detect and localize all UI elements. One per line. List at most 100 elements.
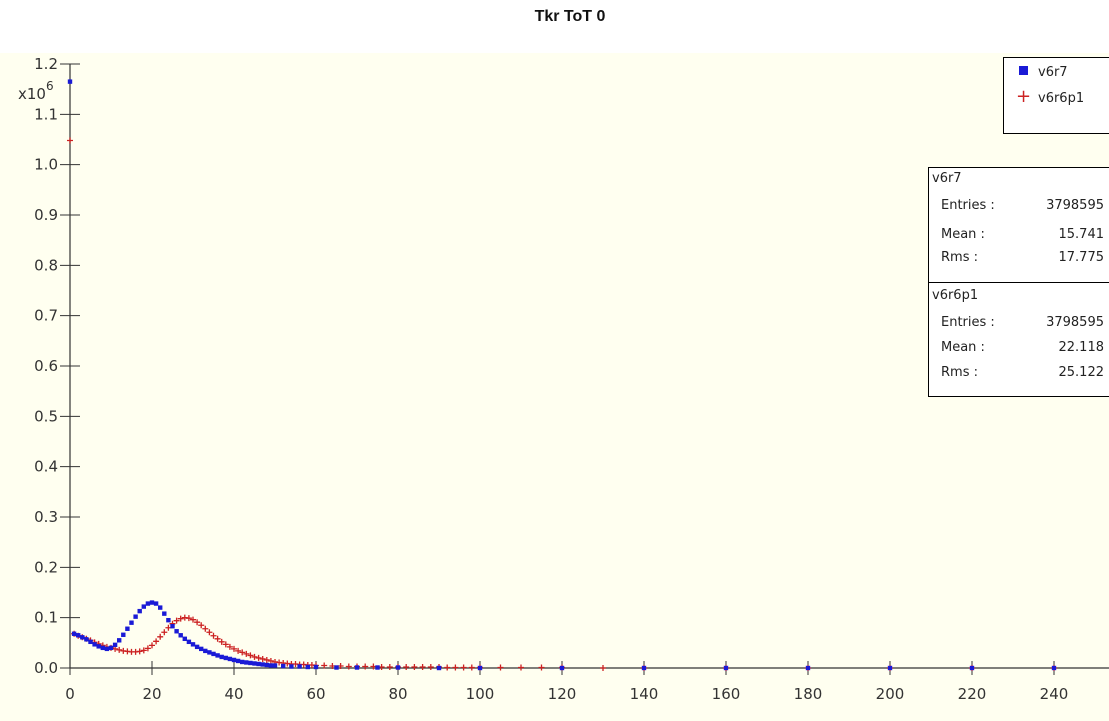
data-point — [145, 601, 151, 606]
y-tick-label: 0.1 — [34, 609, 58, 627]
data-point — [403, 663, 410, 670]
data-point — [231, 657, 237, 663]
y-tick-label: 0.7 — [34, 307, 58, 325]
axes-group: 0.0 0.1 0.2 0.3 0.4 0.5 0.6 0.7 0.8 0.9 1.0 1.1 1.2 0… — [34, 55, 1109, 703]
data-point — [305, 664, 310, 670]
data-point — [444, 664, 451, 671]
data-point — [186, 639, 192, 645]
data-point — [202, 625, 209, 632]
data-point — [211, 651, 216, 657]
legend-label: v6r6p1 — [1038, 91, 1085, 106]
data-point — [104, 646, 110, 652]
data-point — [194, 619, 201, 626]
data-point — [206, 629, 213, 636]
statistics-box: v6r7 Entries : 3798595 Mean : 15.741 Rms :… — [928, 167, 1109, 397]
data-point — [214, 635, 221, 642]
data-point — [375, 665, 380, 670]
data-point — [190, 642, 196, 647]
data-point — [149, 642, 155, 649]
data-point — [158, 605, 163, 610]
data-point — [133, 614, 138, 619]
data-point — [264, 662, 269, 668]
data-point — [71, 631, 77, 636]
stats-rms-label: Rms : — [941, 250, 978, 265]
stats-entries-label: Entries : — [941, 315, 995, 330]
y-tick-label: 0.3 — [34, 508, 58, 526]
data-point — [140, 647, 147, 654]
stats-entries-value: 3798595 — [1046, 315, 1104, 330]
data-point — [67, 137, 73, 144]
data-point — [161, 629, 168, 636]
data-point — [518, 664, 524, 671]
stats-series-name: v6r6p1 — [932, 288, 979, 303]
chart-title: Tkr ToT 0 — [534, 8, 606, 25]
x-tick-label: 140 — [630, 685, 659, 703]
data-point — [419, 663, 426, 670]
data-point — [460, 664, 467, 671]
y-tick-label: 0.9 — [34, 206, 58, 224]
y-multiplier-label: x106 — [18, 79, 54, 103]
data-point — [272, 663, 278, 668]
data-point — [174, 629, 179, 634]
data-point — [210, 632, 217, 639]
data-point — [497, 664, 504, 671]
data-point — [84, 637, 89, 642]
x-tick-label: 200 — [876, 685, 905, 703]
stats-mean-value: 22.118 — [1058, 340, 1105, 355]
square-marker-icon — [1016, 63, 1030, 83]
stats-entries-value: 3798595 — [1046, 198, 1104, 213]
x-tick-label: 160 — [712, 685, 741, 703]
data-point — [354, 665, 360, 670]
y-tick-label: 0.4 — [34, 458, 58, 476]
data-point — [255, 654, 262, 661]
data-point — [297, 664, 302, 669]
data-point — [427, 663, 434, 670]
x-tick-label: 120 — [548, 685, 577, 703]
data-point — [256, 661, 261, 667]
data-point — [235, 658, 241, 664]
y-tick-label: 0.6 — [34, 357, 58, 375]
data-point — [362, 663, 369, 670]
data-point — [263, 656, 270, 663]
x-tick-label: 100 — [466, 685, 495, 703]
data-point — [452, 664, 459, 671]
x-tick-label: 240 — [1040, 685, 1069, 703]
data-point — [538, 664, 545, 671]
stats-rms-label: Rms : — [941, 365, 978, 380]
data-point — [178, 633, 183, 638]
data-point — [268, 663, 274, 668]
data-point — [207, 650, 212, 655]
data-point — [182, 636, 187, 642]
stats-rms-value: 17.775 — [1058, 250, 1105, 265]
x-tick-label: 80 — [388, 685, 407, 703]
data-point — [112, 642, 118, 648]
data-point — [887, 665, 893, 671]
data-point — [166, 617, 171, 623]
data-point — [185, 615, 192, 622]
stats-entries-label: Entries : — [941, 198, 995, 213]
data-point — [194, 644, 200, 650]
data-point — [281, 663, 286, 669]
data-point — [173, 617, 180, 624]
data-point — [218, 638, 225, 645]
data-point — [117, 638, 122, 643]
data-point — [723, 665, 729, 671]
data-point — [244, 660, 249, 665]
data-point — [198, 622, 205, 629]
y-tick-label: 0.2 — [34, 558, 58, 576]
data-point — [641, 665, 647, 671]
data-point — [177, 615, 184, 622]
y-tick-label: 1.2 — [34, 55, 58, 73]
data-point — [289, 664, 294, 669]
data-point — [321, 662, 328, 669]
data-point — [88, 639, 93, 645]
data-point — [219, 654, 224, 660]
data-point — [243, 650, 250, 657]
data-point — [141, 604, 146, 609]
data-point — [411, 663, 418, 670]
data-point — [395, 665, 401, 670]
data-point — [559, 665, 565, 671]
stats-divider — [929, 282, 1109, 283]
stats-series-name: v6r7 — [932, 171, 962, 186]
